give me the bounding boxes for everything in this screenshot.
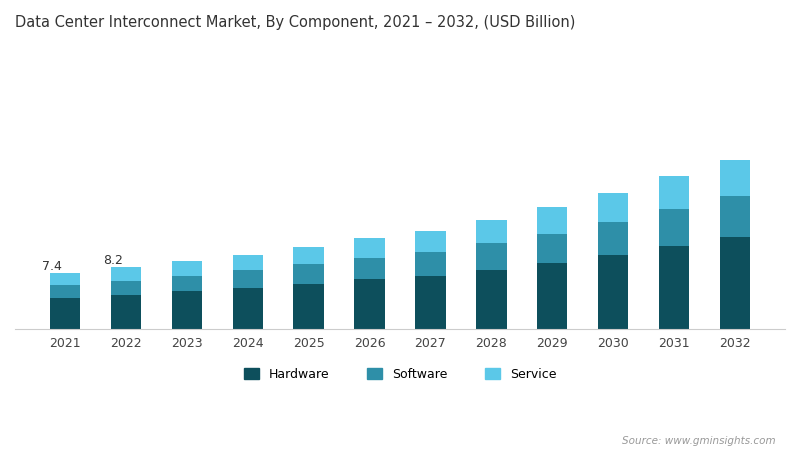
Bar [719, 160, 750, 196]
Bar [658, 176, 689, 209]
Bar [476, 220, 506, 243]
Bar [172, 292, 202, 329]
Bar [537, 263, 567, 329]
Bar [719, 238, 750, 329]
Bar [50, 274, 81, 285]
Bar [111, 267, 142, 281]
Text: Data Center Interconnect Market, By Component, 2021 – 2032, (USD Billion): Data Center Interconnect Market, By Comp… [15, 15, 575, 30]
Legend: Hardware, Software, Service: Hardware, Software, Service [238, 363, 562, 386]
Bar [50, 298, 81, 329]
Bar [354, 279, 385, 329]
Text: 7.4: 7.4 [42, 261, 62, 274]
Bar [719, 196, 750, 238]
Bar [354, 258, 385, 279]
Bar [658, 247, 689, 329]
Bar [233, 270, 263, 288]
Bar [537, 234, 567, 263]
Bar [172, 261, 202, 276]
Bar [354, 238, 385, 258]
Bar [172, 276, 202, 292]
Bar [50, 285, 81, 298]
Bar [294, 265, 324, 284]
Bar [415, 252, 446, 276]
Bar [111, 281, 142, 295]
Bar [233, 255, 263, 270]
Bar [415, 276, 446, 329]
Bar [294, 284, 324, 329]
Bar [598, 193, 628, 222]
Bar [476, 270, 506, 329]
Bar [111, 295, 142, 329]
Bar [294, 247, 324, 265]
Bar [598, 222, 628, 256]
Bar [537, 207, 567, 234]
Text: 8.2: 8.2 [103, 254, 123, 267]
Bar [233, 288, 263, 329]
Bar [415, 231, 446, 252]
Text: Source: www.gminsights.com: Source: www.gminsights.com [622, 436, 776, 446]
Bar [476, 243, 506, 270]
Bar [658, 209, 689, 247]
Bar [598, 256, 628, 329]
